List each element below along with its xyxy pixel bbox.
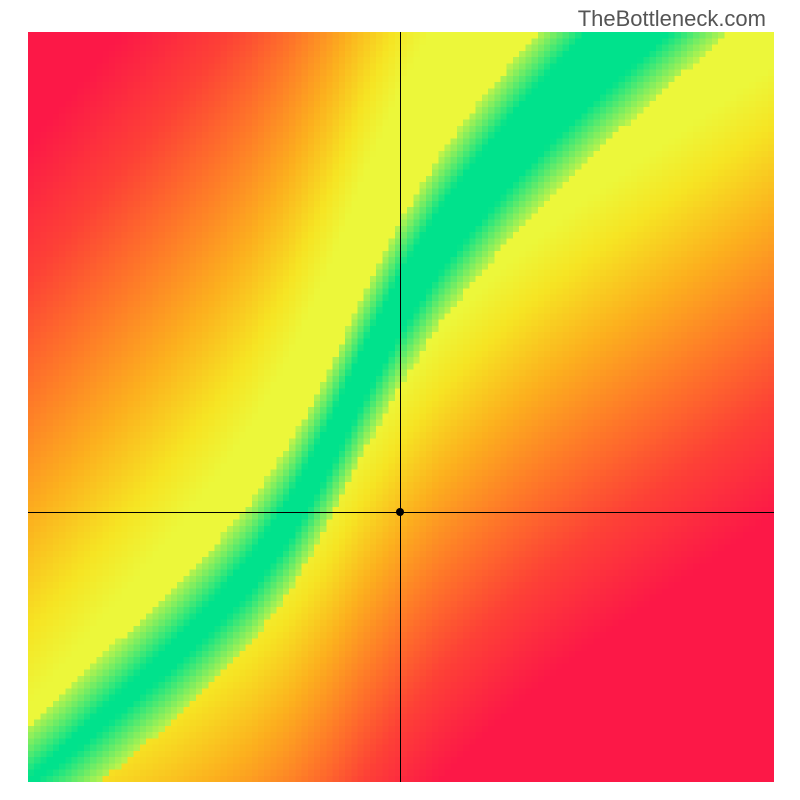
crosshair-vertical [400, 32, 401, 782]
watermark-text: TheBottleneck.com [578, 6, 766, 32]
bottleneck-heatmap [28, 32, 774, 782]
chart-container: TheBottleneck.com [0, 0, 800, 800]
selection-marker [396, 508, 404, 516]
